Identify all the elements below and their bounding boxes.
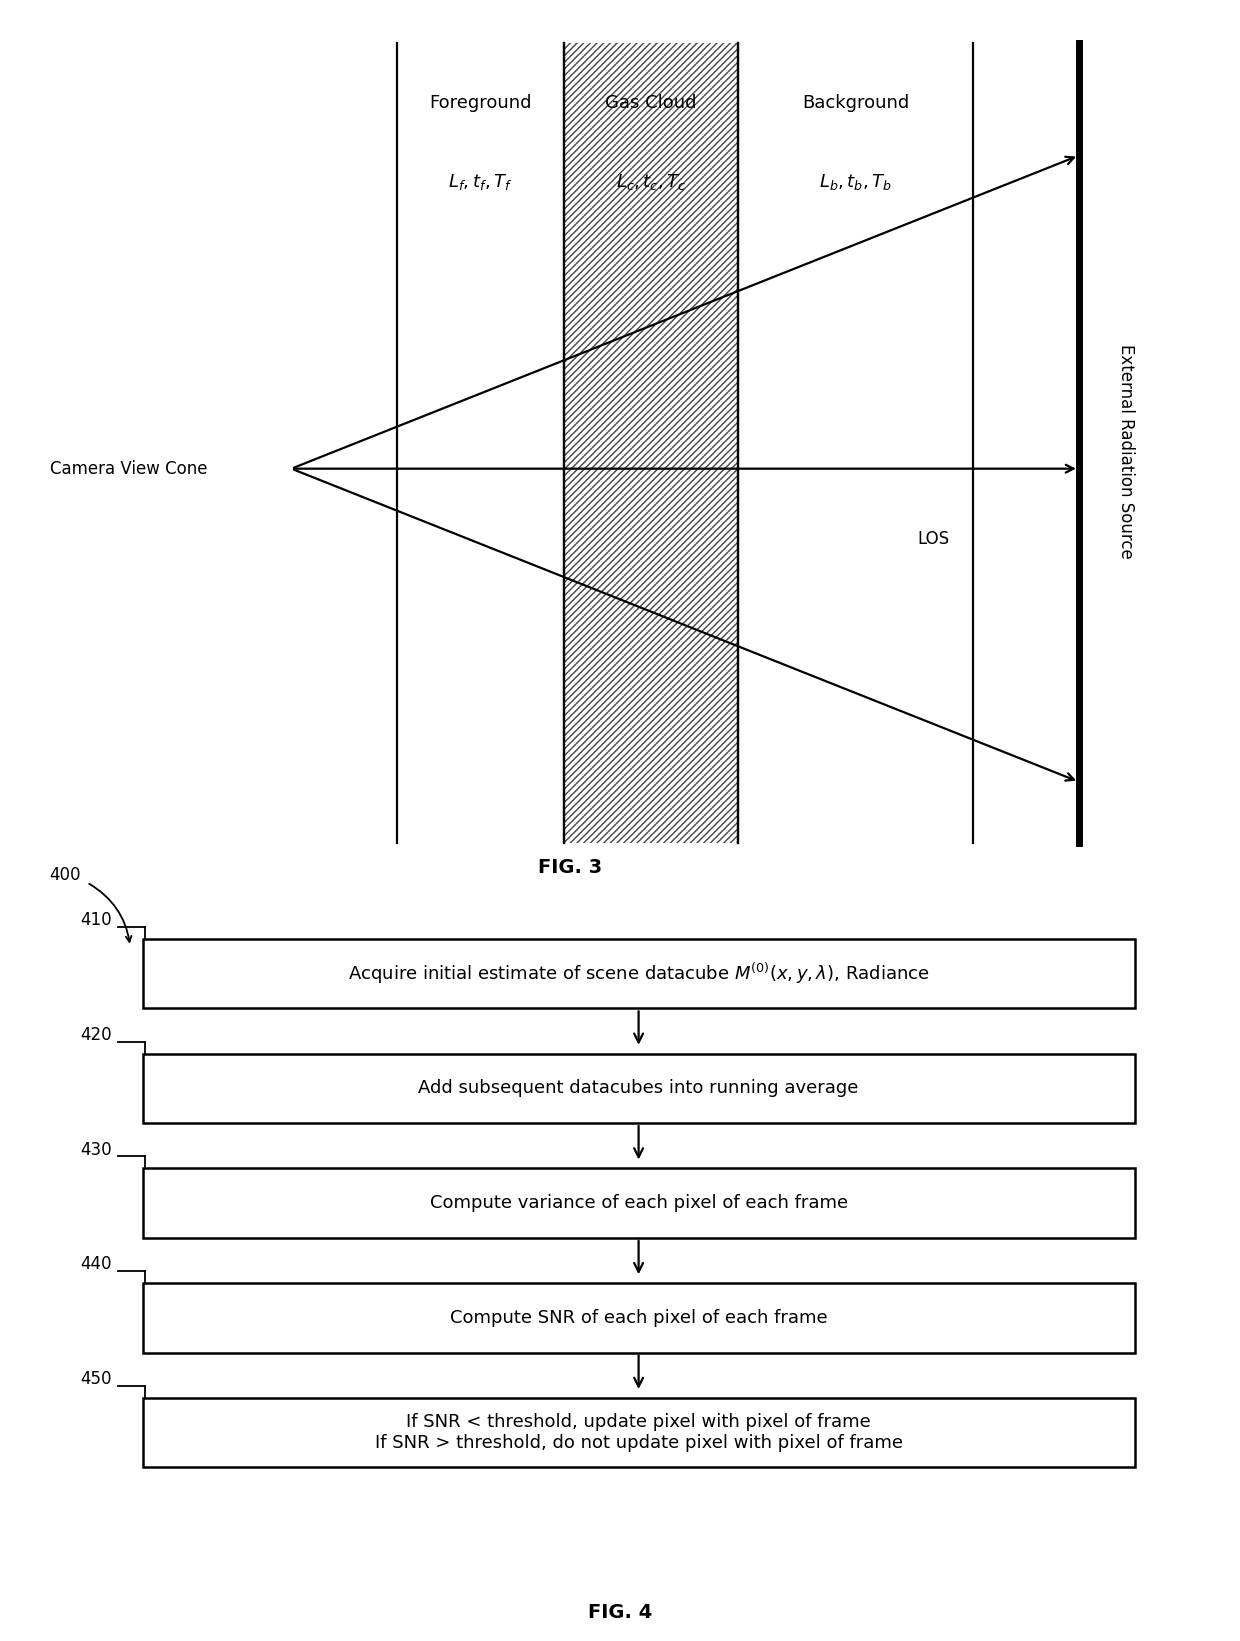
Text: Compute SNR of each pixel of each frame: Compute SNR of each pixel of each frame	[450, 1310, 827, 1328]
Text: Add subsequent datacubes into running average: Add subsequent datacubes into running av…	[418, 1080, 859, 1098]
Text: $L_f,t_f,T_f$: $L_f,t_f,T_f$	[449, 172, 512, 192]
Bar	[143, 1398, 1135, 1467]
Text: Compute variance of each pixel of each frame: Compute variance of each pixel of each f…	[429, 1195, 848, 1213]
Text: Acquire initial estimate of scene datacube $M^{(0)}(x,y,\lambda)$, Radiance: Acquire initial estimate of scene datacu…	[348, 962, 929, 986]
Bar	[143, 1283, 1135, 1352]
Bar	[564, 43, 738, 843]
Text: External Radiation Source: External Radiation Source	[1117, 345, 1135, 558]
Bar	[143, 1054, 1135, 1122]
Text: FIG. 3: FIG. 3	[538, 858, 603, 878]
Text: 450: 450	[81, 1370, 112, 1388]
Text: $L_c,t_c,T_c$: $L_c,t_c,T_c$	[616, 172, 686, 192]
Text: $L_b,t_b,T_b$: $L_b,t_b,T_b$	[820, 172, 892, 192]
Text: 420: 420	[79, 1026, 112, 1044]
Text: FIG. 4: FIG. 4	[588, 1603, 652, 1621]
Text: Camera View Cone: Camera View Cone	[50, 459, 207, 478]
Text: 410: 410	[79, 911, 112, 929]
Text: Background: Background	[802, 95, 909, 112]
Bar	[143, 1168, 1135, 1237]
Bar	[143, 939, 1135, 1009]
Text: 430: 430	[79, 1140, 112, 1159]
Text: If SNR < threshold, update pixel with pixel of frame
If SNR > threshold, do not : If SNR < threshold, update pixel with pi…	[374, 1413, 903, 1452]
Text: Foreground: Foreground	[429, 95, 532, 112]
Text: LOS: LOS	[918, 530, 950, 548]
Text: 440: 440	[81, 1255, 112, 1273]
Text: 400: 400	[50, 866, 81, 884]
Text: Gas Cloud: Gas Cloud	[605, 95, 697, 112]
